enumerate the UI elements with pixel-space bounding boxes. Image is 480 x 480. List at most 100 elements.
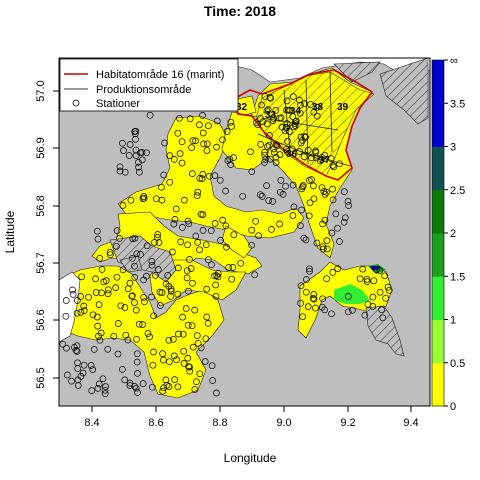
station-marker [167,287,175,295]
station-marker [340,218,348,226]
station-marker [126,279,134,287]
station-marker [313,103,321,111]
station-marker [174,383,182,391]
station-marker [310,195,318,203]
station-marker [300,234,308,242]
station-marker [63,344,70,352]
station-marker [179,330,187,338]
station-marker [179,224,186,231]
station-marker [289,93,297,100]
colorbar-segment [432,189,444,234]
station-marker [119,139,126,147]
station-marker [323,188,330,196]
station-marker [169,248,176,256]
station-marker [266,94,274,101]
map-title: Time: 2018 [204,3,276,19]
station-marker [257,141,264,148]
station-marker [301,133,309,140]
station-marker [161,139,168,147]
station-marker [170,352,178,360]
station-marker [203,313,211,321]
station-marker [137,251,144,258]
area-label-33: 33 [265,110,277,121]
station-marker [186,115,194,123]
station-marker [308,154,315,162]
station-marker [216,176,224,184]
station-marker [133,350,141,358]
station-marker [255,232,262,240]
station-marker [363,278,371,285]
colorbar-label: 0 [450,401,456,413]
station-marker [136,149,144,157]
station-marker [192,137,199,145]
station-marker [134,389,141,396]
station-marker [193,332,201,339]
station-marker [296,96,303,104]
station-marker [183,267,191,275]
station-marker [166,358,173,366]
station-marker [323,275,330,283]
station-marker [272,107,280,114]
station-marker [188,322,196,330]
station-marker [122,331,130,339]
station-marker [319,295,327,303]
area-label-34: 34 [290,106,302,117]
station-marker [80,361,88,369]
station-marker [187,265,195,272]
area-labels: 32 33 34 38 39 36 37 [236,102,349,166]
station-marker [359,265,367,273]
station-marker [182,305,190,312]
station-marker [329,269,337,276]
station-marker [101,390,109,397]
station-marker [152,195,160,203]
station-marker [286,106,294,114]
station-marker [77,308,85,316]
station-marker [306,265,313,273]
station-marker [328,310,335,318]
station-marker [150,348,157,356]
station-marker [131,234,139,242]
station-marker [116,167,124,175]
stations [59,93,393,397]
station-marker [135,163,142,171]
x-tick-label: 8.8 [212,417,227,429]
station-marker [199,227,207,234]
station-marker [113,273,121,281]
colorbar-label: 0.5 [450,358,465,370]
station-marker [189,343,197,351]
station-marker [223,128,231,135]
station-marker [154,234,161,241]
station-marker [258,101,265,109]
station-marker [259,118,267,126]
station-marker [276,220,283,228]
station-marker [135,168,143,176]
station-marker [102,277,110,284]
station-marker [177,238,185,246]
station-marker [283,120,291,127]
station-marker [165,383,173,390]
station-marker [268,226,275,233]
station-marker [85,293,92,301]
station-marker [189,279,196,287]
station-marker [226,155,234,163]
station-marker [192,232,200,240]
station-marker [155,239,163,246]
station-marker [150,312,157,320]
station-marker [194,339,202,347]
station-marker [248,241,255,249]
station-marker [152,272,159,279]
station-marker [219,136,226,144]
station-marker [199,112,206,119]
station-marker [165,336,173,344]
station-marker [186,367,194,375]
legend-habitat-label: Habitatområde 16 (marint) [96,69,224,81]
station-marker [299,182,307,189]
station-marker [379,314,387,322]
y-tick-label: 56.8 [35,195,47,216]
station-marker [307,101,314,108]
station-marker [302,236,310,244]
station-marker [296,148,303,155]
station-marker [170,156,178,163]
station-marker [106,249,114,256]
station-marker [128,292,136,300]
